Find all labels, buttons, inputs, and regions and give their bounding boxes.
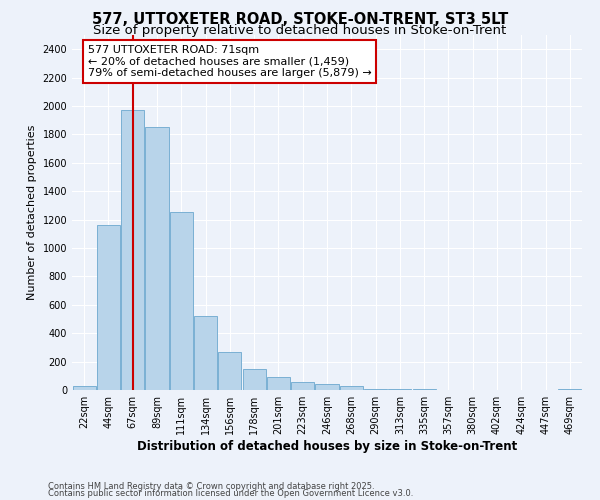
Text: 577, UTTOXETER ROAD, STOKE-ON-TRENT, ST3 5LT: 577, UTTOXETER ROAD, STOKE-ON-TRENT, ST3…: [92, 12, 508, 28]
Bar: [559, 388, 581, 390]
Bar: [170, 212, 193, 390]
Bar: [194, 316, 217, 390]
Text: Size of property relative to detached houses in Stoke-on-Trent: Size of property relative to detached ho…: [94, 24, 506, 37]
Text: Contains HM Land Registry data © Crown copyright and database right 2025.: Contains HM Land Registry data © Crown c…: [48, 482, 374, 491]
X-axis label: Distribution of detached houses by size in Stoke-on-Trent: Distribution of detached houses by size …: [137, 440, 517, 453]
Bar: [364, 388, 387, 390]
Bar: [291, 382, 314, 390]
Text: 577 UTTOXETER ROAD: 71sqm
← 20% of detached houses are smaller (1,459)
79% of se: 577 UTTOXETER ROAD: 71sqm ← 20% of detac…: [88, 45, 371, 78]
Bar: [218, 352, 241, 390]
Bar: [242, 368, 266, 390]
Bar: [73, 386, 95, 390]
Bar: [340, 386, 363, 390]
Bar: [316, 384, 338, 390]
Bar: [267, 377, 290, 390]
Text: Contains public sector information licensed under the Open Government Licence v3: Contains public sector information licen…: [48, 490, 413, 498]
Y-axis label: Number of detached properties: Number of detached properties: [27, 125, 37, 300]
Bar: [121, 110, 144, 390]
Bar: [97, 226, 120, 390]
Bar: [145, 128, 169, 390]
